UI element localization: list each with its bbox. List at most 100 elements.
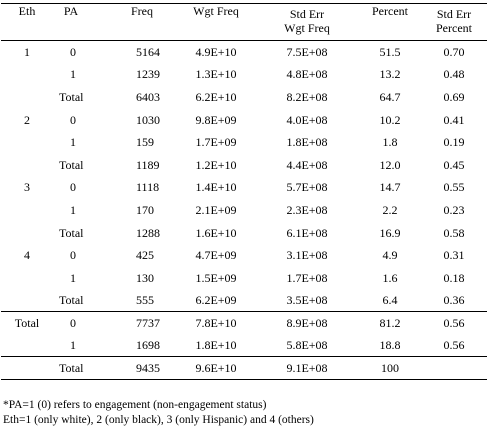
note-eth: Eth=1 (only white), 2 (only black), 3 (o… <box>3 414 314 426</box>
percent-cell: 12.0 <box>379 157 401 172</box>
std-err-percent-cell: 0.18 <box>443 270 465 285</box>
freq-cell: 1030 <box>136 112 160 127</box>
wgt-freq-cell: 2.1E+09 <box>195 202 237 217</box>
percent-cell: 100 <box>359 356 421 380</box>
header-std-err-wgt-freq-line1: Std Err <box>289 7 325 21</box>
std-err-wgt-freq-cell: 2.3E+08 <box>286 202 328 217</box>
eth-cell <box>1 356 53 380</box>
freq-cell: 170 <box>136 202 154 217</box>
table-row: 1 130 1.5E+09 1.7E+08 1.6 0.18 <box>1 266 487 289</box>
std-err-percent-cell: 0.19 <box>443 135 465 150</box>
std-err-percent-cell: 0.55 <box>443 180 465 195</box>
wgt-freq-cell: 1.3E+10 <box>195 67 237 82</box>
table-row: Total 6403 6.2E+10 8.2E+08 64.7 0.69 <box>1 86 487 109</box>
percent-cell: 14.7 <box>379 180 401 195</box>
std-err-percent-cell: 0.23 <box>443 202 465 217</box>
pa-cell: 0 <box>70 248 76 263</box>
std-err-wgt-freq-cell: 5.8E+08 <box>286 338 328 353</box>
grand-total-row: Total 9435 9.6E+10 9.1E+08 100 <box>1 356 487 380</box>
percent-cell: 81.2 <box>359 311 421 335</box>
percent-cell: 13.2 <box>379 67 401 82</box>
freq-cell: 1698 <box>136 338 160 353</box>
std-err-wgt-freq-cell: 6.1E+08 <box>286 225 328 240</box>
wgt-freq-cell: 1.8E+10 <box>195 338 237 353</box>
wgt-freq-cell: 1.4E+10 <box>195 180 237 195</box>
table-header-row: Eth PA Freq Wgt Freq Std Err Wgt Freq Pe… <box>1 3 487 41</box>
percent-cell: 1.8 <box>382 135 398 150</box>
wgt-freq-cell: 6.2E+10 <box>195 89 237 104</box>
std-err-percent-cell: 0.45 <box>443 157 465 172</box>
header-std-err-percent-line2: Percent <box>436 21 472 35</box>
header-std-err-percent-line1: Std Err <box>436 7 472 21</box>
wgt-freq-cell: 1.6E+10 <box>195 225 237 240</box>
freq-cell: 7737 <box>127 311 177 335</box>
header-std-err-wgt-freq-line2: Wgt Freq <box>284 21 330 35</box>
freq-cell: 130 <box>136 270 154 285</box>
pa-cell: 1 <box>70 135 76 150</box>
percent-cell: 10.2 <box>379 112 401 127</box>
table-row: 2 0 1030 9.8E+09 4.0E+08 10.2 0.41 <box>1 108 487 131</box>
wgt-freq-cell: 4.9E+10 <box>195 45 237 60</box>
freq-cell: 1288 <box>136 225 160 240</box>
std-err-percent-cell <box>421 356 487 380</box>
header-percent: Percent <box>359 3 421 41</box>
freq-cell: 555 <box>136 293 154 308</box>
wgt-freq-cell: 7.8E+10 <box>177 311 255 335</box>
wgt-freq-cell: 6.2E+09 <box>195 293 237 308</box>
std-err-wgt-freq-cell: 4.8E+08 <box>286 67 328 82</box>
std-err-percent-cell: 0.58 <box>443 225 465 240</box>
std-err-wgt-freq-cell: 3.1E+08 <box>286 248 328 263</box>
wgt-freq-cell: 1.7E+09 <box>195 135 237 150</box>
std-err-wgt-freq-cell: 5.7E+08 <box>286 180 328 195</box>
std-err-percent-cell: 0.69 <box>443 89 465 104</box>
percent-cell: 6.4 <box>382 293 398 308</box>
header-eth: Eth <box>1 3 53 41</box>
eth-cell: 2 <box>24 112 30 127</box>
freq-cell: 1189 <box>136 157 160 172</box>
percent-cell: 51.5 <box>379 45 401 60</box>
freq-cell: 1118 <box>136 180 160 195</box>
header-std-err-percent: Std Err Percent <box>421 3 487 41</box>
pa-cell: Total <box>59 225 84 240</box>
percent-cell: 4.9 <box>382 248 398 263</box>
header-std-err-wgt-freq: Std Err Wgt Freq <box>255 3 359 41</box>
pa-cell: 0 <box>70 45 76 60</box>
table-row: Total 1189 1.2E+10 4.4E+08 12.0 0.45 <box>1 153 487 176</box>
pa-cell: Total <box>59 157 84 172</box>
table-row: 1 1698 1.8E+10 5.8E+08 18.8 0.56 <box>1 334 487 357</box>
std-err-wgt-freq-cell: 8.9E+08 <box>255 311 359 335</box>
pa-cell: 1 <box>70 202 76 217</box>
header-freq: Freq <box>127 3 177 41</box>
std-err-wgt-freq-cell: 8.2E+08 <box>286 89 328 104</box>
std-err-wgt-freq-cell: 4.4E+08 <box>286 157 328 172</box>
freq-cell: 159 <box>136 135 154 150</box>
pa-cell: Total <box>59 293 84 308</box>
std-err-percent-cell: 0.56 <box>421 311 487 335</box>
pa-cell: Total <box>59 89 84 104</box>
percent-cell: 18.8 <box>379 338 401 353</box>
table-row: Total 0 7737 7.8E+10 8.9E+08 81.2 0.56 <box>1 311 487 335</box>
percent-cell: 2.2 <box>382 202 398 217</box>
pa-cell: 0 <box>70 112 76 127</box>
header-pa: PA <box>53 3 127 41</box>
std-err-wgt-freq-cell: 3.5E+08 <box>286 293 328 308</box>
table-row: 4 0 425 4.7E+09 3.1E+08 4.9 0.31 <box>1 244 487 267</box>
std-err-percent-cell: 0.36 <box>443 293 465 308</box>
pa-cell: Total <box>53 356 127 380</box>
wgt-freq-cell: 9.8E+09 <box>195 112 237 127</box>
wgt-freq-cell: 1.2E+10 <box>195 157 237 172</box>
pa-cell: 1 <box>70 338 76 353</box>
table-row: 1 1239 1.3E+10 4.8E+08 13.2 0.48 <box>1 63 487 86</box>
std-err-wgt-freq-cell: 9.1E+08 <box>255 356 359 380</box>
eth-cell: 1 <box>24 45 30 60</box>
std-err-percent-cell: 0.41 <box>443 112 465 127</box>
wgt-freq-cell: 4.7E+09 <box>195 248 237 263</box>
std-err-percent-cell: 0.31 <box>443 248 465 263</box>
table-row: Total 1288 1.6E+10 6.1E+08 16.9 0.58 <box>1 221 487 244</box>
percent-cell: 16.9 <box>379 225 401 240</box>
eth-cell: 4 <box>24 248 30 263</box>
freq-cell: 9435 <box>127 356 177 380</box>
std-err-wgt-freq-cell: 4.0E+08 <box>286 112 328 127</box>
frequency-table: Eth PA Freq Wgt Freq Std Err Wgt Freq Pe… <box>1 3 487 380</box>
